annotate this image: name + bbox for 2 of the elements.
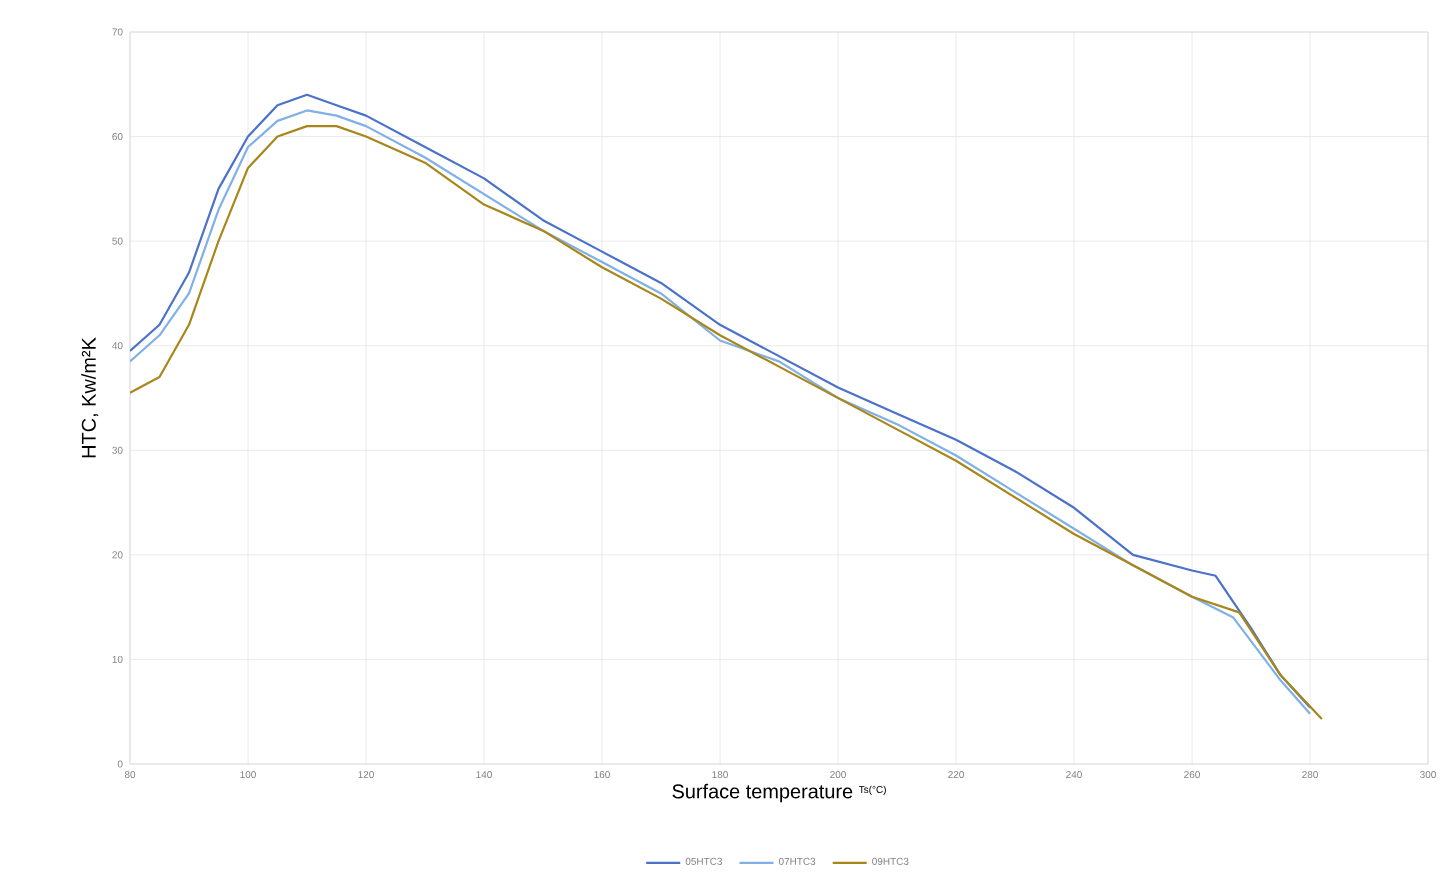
x-axis-title: Surface temperature — [672, 783, 853, 803]
y-axis-title: HTC, Kw/m²K — [81, 337, 99, 458]
